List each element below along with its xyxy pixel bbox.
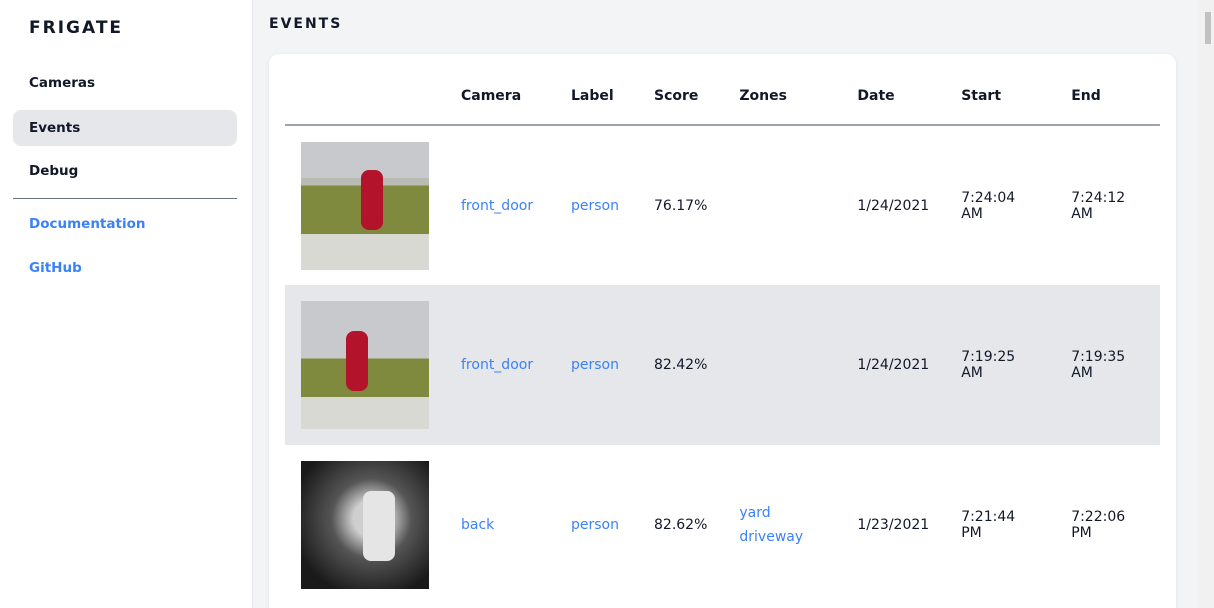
- camera-link[interactable]: back: [461, 517, 495, 533]
- end-time: 7:24:12 AM: [1071, 189, 1126, 222]
- zones: [723, 285, 842, 445]
- zone-link[interactable]: driveway: [739, 529, 804, 545]
- sidebar-divider: [13, 198, 237, 199]
- zone-link[interactable]: yard: [739, 505, 771, 521]
- label-link[interactable]: person: [571, 517, 619, 533]
- label-link[interactable]: person: [555, 285, 638, 445]
- scrollbar-thumb[interactable]: [1205, 12, 1211, 44]
- table-header: Camera Label Score Zones Date Start End: [285, 54, 1160, 126]
- start-time: 7:21:44 PM: [961, 509, 1016, 541]
- page-title: EVENTS: [269, 16, 343, 32]
- column-header-label: Label: [555, 54, 638, 126]
- event-thumbnail[interactable]: [301, 461, 429, 589]
- column-header-zones: Zones: [723, 54, 842, 126]
- date: 1/23/2021: [857, 517, 930, 533]
- table-row[interactable]: front_door person 76.17% 1/24/2021 7:24:…: [285, 125, 1160, 285]
- date: 1/24/2021: [857, 197, 930, 214]
- date: 1/24/2021: [841, 285, 946, 445]
- app-logo: FRIGATE: [29, 18, 124, 38]
- documentation-link[interactable]: Documentation: [29, 216, 146, 232]
- score: 82.42%: [638, 285, 724, 445]
- score: 76.17%: [654, 197, 708, 214]
- github-link[interactable]: GitHub: [29, 260, 82, 276]
- label-link[interactable]: person: [571, 197, 619, 214]
- start-time: 7:19:25 AM: [945, 285, 1056, 445]
- event-thumbnail[interactable]: [301, 301, 429, 429]
- table-row[interactable]: front_door person 82.42% 1/24/2021 7:19:…: [285, 285, 1160, 445]
- camera-link[interactable]: front_door: [445, 285, 555, 445]
- zones: yard driveway: [723, 445, 841, 605]
- end-time: 7:22:06 PM: [1071, 509, 1126, 541]
- column-header-camera: Camera: [445, 54, 555, 126]
- column-header-end: End: [1055, 54, 1160, 126]
- score: 82.62%: [654, 517, 708, 533]
- zones: [723, 125, 841, 285]
- start-time: 7:24:04 AM: [961, 189, 1016, 222]
- end-time: 7:19:35 AM: [1055, 285, 1160, 445]
- events-table: Camera Label Score Zones Date Start End …: [285, 54, 1160, 605]
- column-header-start: Start: [945, 54, 1056, 126]
- table-row[interactable]: back person 82.62% yard driveway 1/23/20…: [285, 445, 1160, 605]
- sidebar-item-events[interactable]: Events: [13, 110, 237, 146]
- camera-link[interactable]: front_door: [461, 197, 534, 214]
- column-header-date: Date: [841, 54, 946, 126]
- scrollbar[interactable]: [1198, 0, 1214, 608]
- events-card: Camera Label Score Zones Date Start End …: [269, 54, 1176, 608]
- sidebar-item-cameras[interactable]: Cameras: [29, 75, 96, 91]
- sidebar-item-debug[interactable]: Debug: [29, 163, 79, 179]
- event-thumbnail[interactable]: [301, 141, 429, 270]
- column-header-thumbnail: [285, 54, 445, 126]
- column-header-score: Score: [638, 54, 724, 126]
- sidebar: FRIGATE Cameras Events Debug Documentati…: [0, 0, 253, 608]
